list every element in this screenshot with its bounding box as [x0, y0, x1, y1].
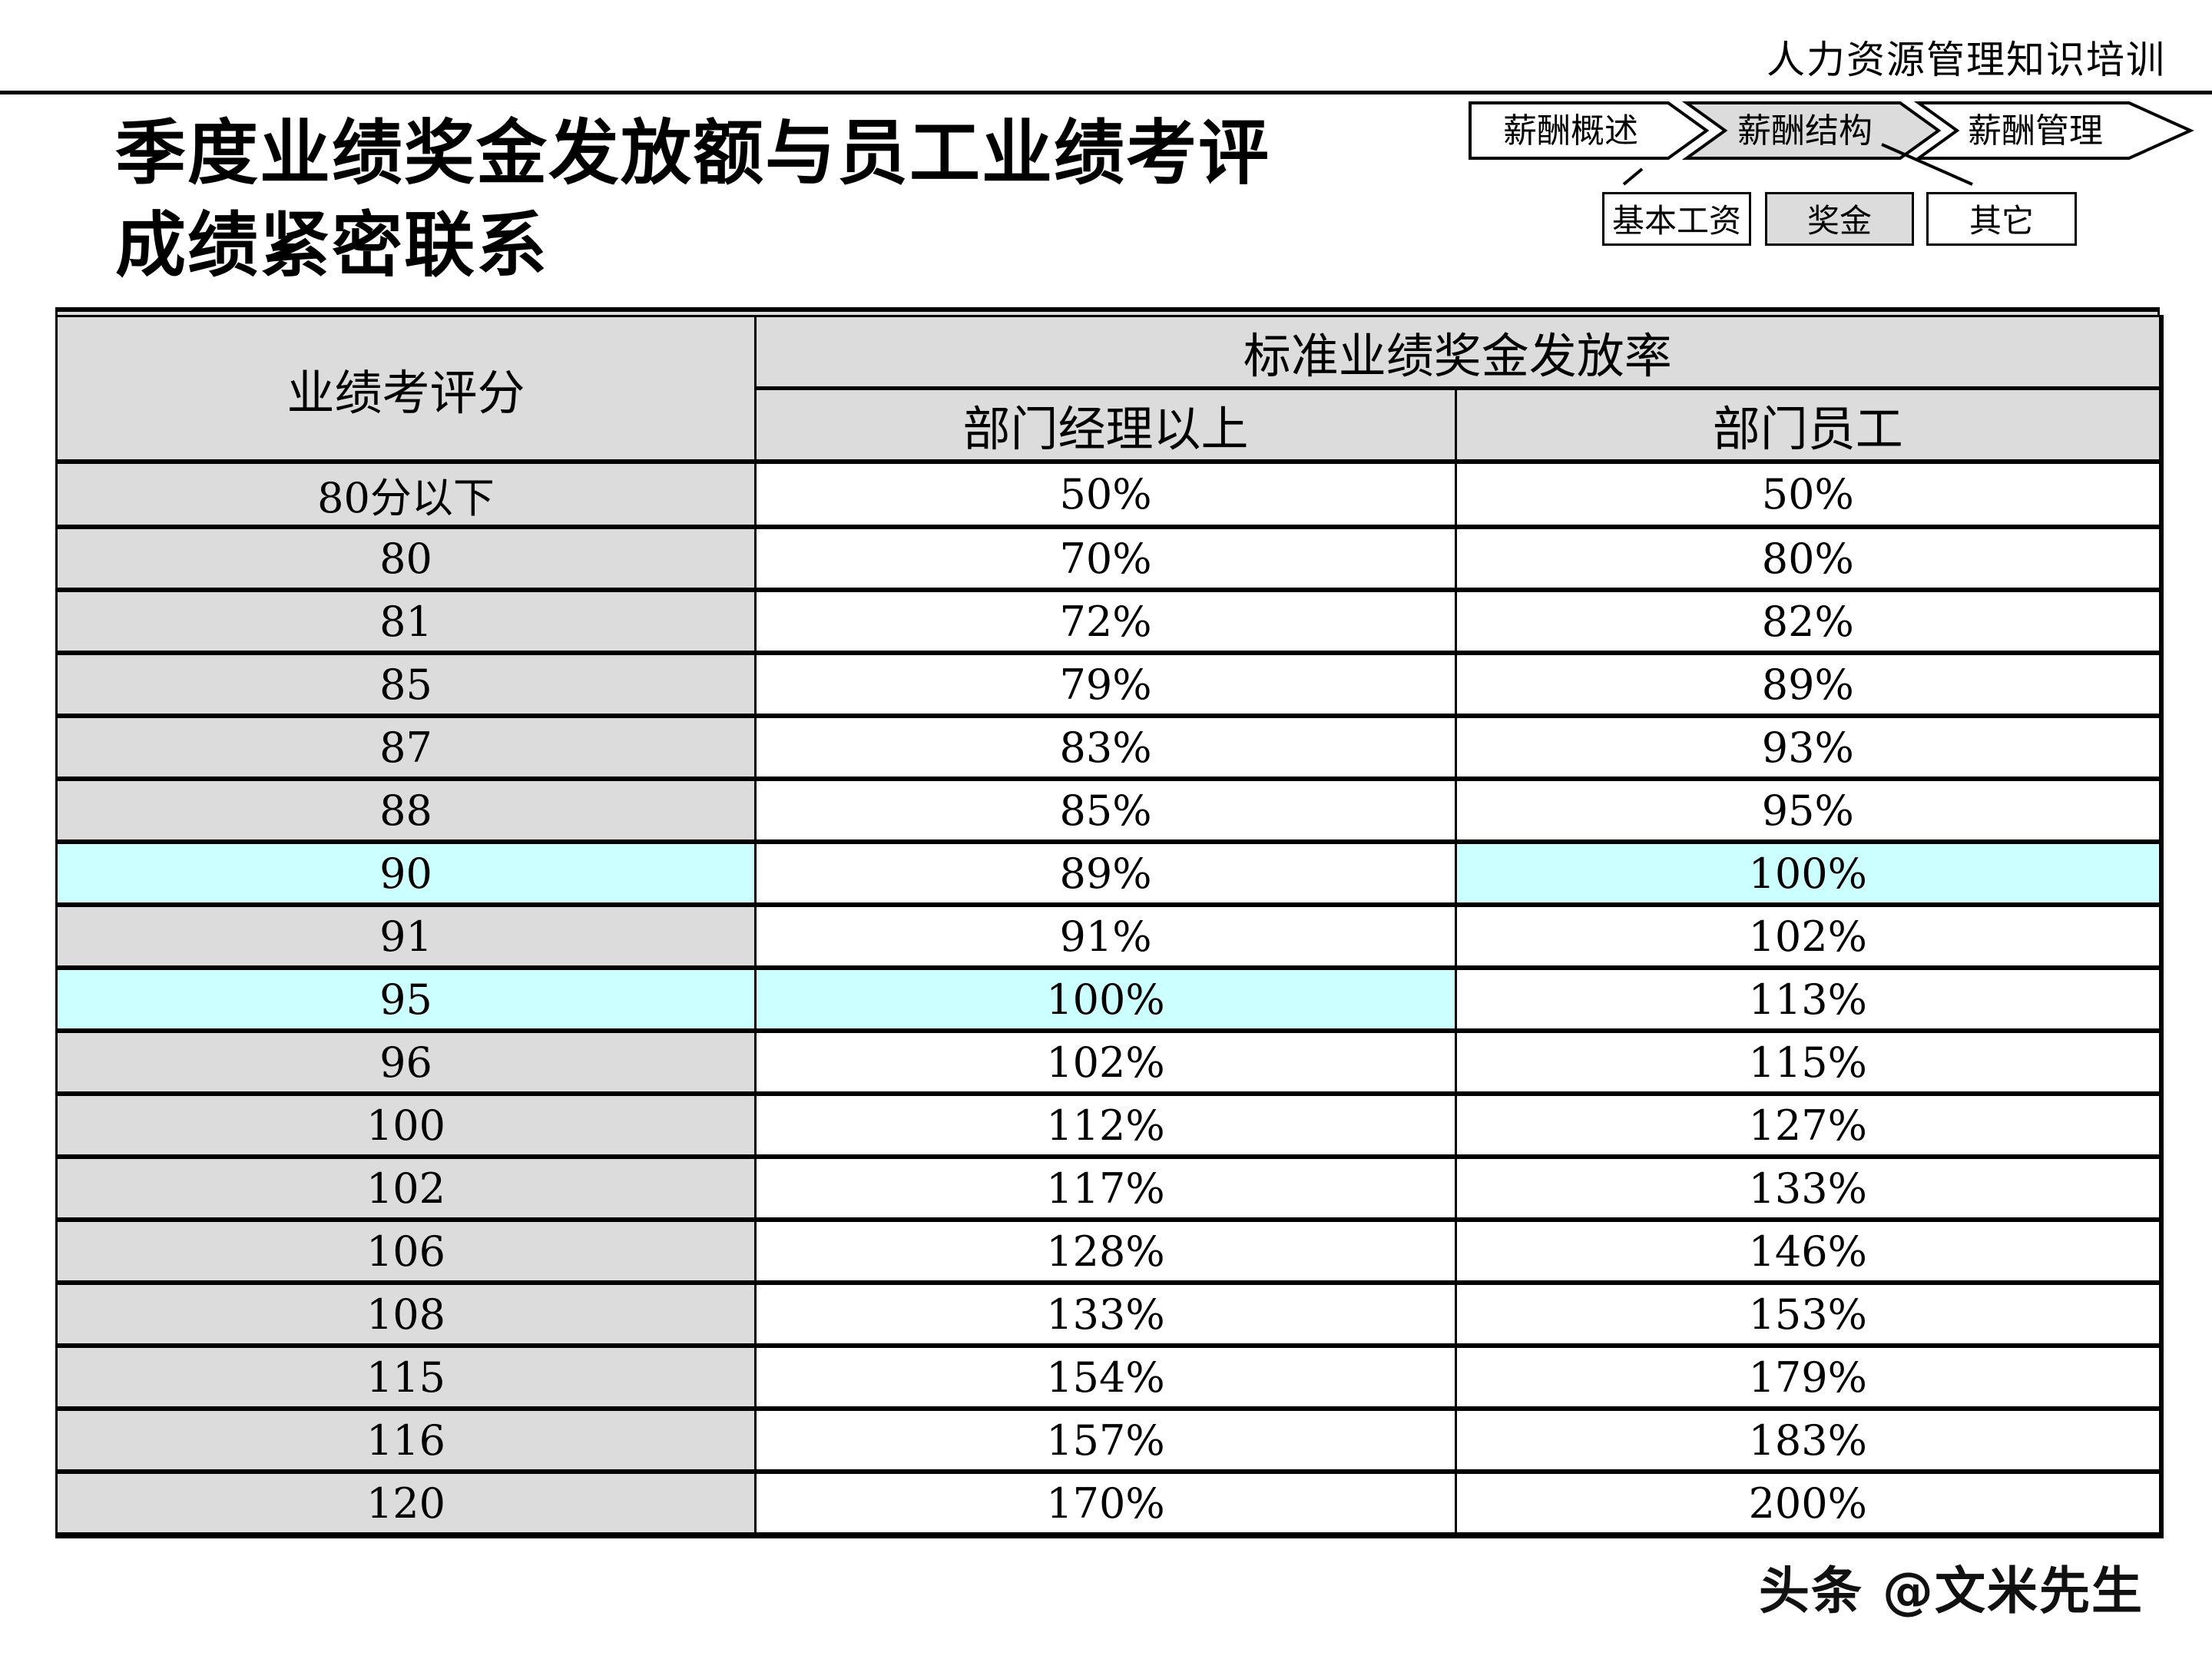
header-divider	[0, 91, 2212, 94]
manager-rate-cell: 91%	[754, 902, 1457, 969]
staff-rate-cell: 183%	[1454, 1406, 2164, 1473]
table-row: 81 72% 82%	[55, 588, 2164, 654]
score-cell: 91	[55, 902, 757, 969]
chevron-arrows-icon	[1469, 101, 2194, 186]
table-row: 91 91% 102%	[55, 902, 2164, 969]
score-cell: 85	[55, 651, 757, 717]
score-cell: 90	[55, 839, 757, 906]
page-title-line-1: 季度业绩奖金发放额与员工业绩考评	[115, 112, 1271, 194]
manager-rate-cell: 157%	[754, 1406, 1457, 1473]
section-navigator: 薪酬概述 薪酬结构 薪酬管理 基本工资 奖金 其它	[1467, 98, 2197, 252]
score-cell: 108	[55, 1280, 757, 1347]
table-top-gap	[55, 312, 2160, 315]
staff-rate-cell: 89%	[1454, 651, 2164, 717]
column-header-staff: 部门员工	[1454, 387, 2164, 463]
score-cell: 81	[55, 588, 757, 654]
manager-rate-cell: 112%	[754, 1091, 1457, 1158]
table-row: 102 117% 133%	[55, 1154, 2164, 1221]
staff-rate-cell: 80%	[1454, 525, 2164, 591]
table-row: 108 133% 153%	[55, 1280, 2164, 1347]
nav-sub-other[interactable]: 其它	[1926, 192, 2077, 246]
manager-rate-cell: 50%	[754, 459, 1457, 528]
table-top-rule	[55, 307, 2160, 312]
score-cell: 102	[55, 1154, 757, 1221]
manager-rate-cell: 89%	[754, 839, 1457, 906]
manager-rate-cell: 154%	[754, 1343, 1457, 1410]
nav-step-management[interactable]: 薪酬管理	[1968, 111, 2103, 151]
page-title-line-2: 成绩紧密联系	[115, 204, 549, 286]
staff-rate-cell: 115%	[1454, 1028, 2164, 1095]
score-cell: 115	[55, 1343, 757, 1410]
header-title: 人力资源管理知识培训	[1767, 38, 2166, 82]
table-row: 106 128% 146%	[55, 1217, 2164, 1284]
manager-rate-cell: 117%	[754, 1154, 1457, 1221]
score-cell: 96	[55, 1028, 757, 1095]
staff-rate-cell: 93%	[1454, 714, 2164, 780]
score-cell: 87	[55, 714, 757, 780]
table-row: 120 170% 200%	[55, 1469, 2164, 1538]
score-cell: 88	[55, 777, 757, 843]
manager-rate-cell: 72%	[754, 588, 1457, 654]
score-cell: 95	[55, 965, 757, 1032]
table-row-highlight-staff-100: 90 89% 100%	[55, 839, 2164, 906]
staff-rate-cell: 179%	[1454, 1343, 2164, 1410]
score-cell: 106	[55, 1217, 757, 1284]
nav-sub-base-salary[interactable]: 基本工资	[1602, 192, 1751, 246]
staff-rate-cell: 153%	[1454, 1280, 2164, 1347]
staff-rate-cell: 82%	[1454, 588, 2164, 654]
staff-rate-cell: 133%	[1454, 1154, 2164, 1221]
manager-rate-cell: 170%	[754, 1469, 1457, 1538]
column-group-header-bonus-rate: 标准业绩奖金发放率	[753, 315, 2164, 390]
table-row: 80 70% 80%	[55, 525, 2164, 591]
staff-rate-cell: 146%	[1454, 1217, 2164, 1284]
manager-rate-cell: 79%	[754, 651, 1457, 717]
score-cell: 116	[55, 1406, 757, 1473]
staff-rate-cell: 95%	[1454, 777, 2164, 843]
page-title: 季度业绩奖金发放额与员工业绩考评 成绩紧密联系	[115, 108, 1270, 292]
score-cell: 100	[55, 1091, 757, 1158]
manager-rate-cell: 85%	[754, 777, 1457, 843]
column-header-manager: 部门经理以上	[754, 387, 1457, 463]
watermark: 头条 @文米先生	[1759, 1561, 2144, 1621]
manager-rate-cell: 102%	[754, 1028, 1457, 1095]
score-cell: 80	[55, 525, 757, 591]
manager-rate-cell: 100%	[754, 965, 1457, 1032]
manager-rate-cell: 83%	[754, 714, 1457, 780]
table-row: 85 79% 89%	[55, 651, 2164, 717]
table-row: 88 85% 95%	[55, 777, 2164, 843]
table-row: 115 154% 179%	[55, 1343, 2164, 1410]
manager-rate-cell: 70%	[754, 525, 1457, 591]
staff-rate-cell: 50%	[1454, 459, 2164, 528]
table-row-highlight-manager-100: 95 100% 113%	[55, 965, 2164, 1032]
staff-rate-cell: 113%	[1454, 965, 2164, 1032]
table-row: 96 102% 115%	[55, 1028, 2164, 1095]
table-row: 100 112% 127%	[55, 1091, 2164, 1158]
column-header-score: 业绩考评分	[55, 315, 757, 463]
table-row: 80分以下 50% 50%	[55, 459, 2164, 528]
staff-rate-cell: 100%	[1454, 839, 2164, 906]
nav-step-overview[interactable]: 薪酬概述	[1503, 111, 1638, 151]
table-row: 116 157% 183%	[55, 1406, 2164, 1473]
table-row: 87 83% 93%	[55, 714, 2164, 780]
staff-rate-cell: 127%	[1454, 1091, 2164, 1158]
bonus-rate-table: 业绩考评分 标准业绩奖金发放率 部门经理以上 部门员工 80分以下 50% 50…	[55, 307, 2164, 1538]
staff-rate-cell: 200%	[1454, 1469, 2164, 1538]
manager-rate-cell: 133%	[754, 1280, 1457, 1347]
score-cell: 80分以下	[55, 459, 757, 528]
nav-sub-bonus[interactable]: 奖金	[1765, 192, 1914, 246]
nav-step-structure[interactable]: 薪酬结构	[1737, 111, 1873, 151]
score-cell: 120	[55, 1469, 757, 1538]
staff-rate-cell: 102%	[1454, 902, 2164, 969]
manager-rate-cell: 128%	[754, 1217, 1457, 1284]
